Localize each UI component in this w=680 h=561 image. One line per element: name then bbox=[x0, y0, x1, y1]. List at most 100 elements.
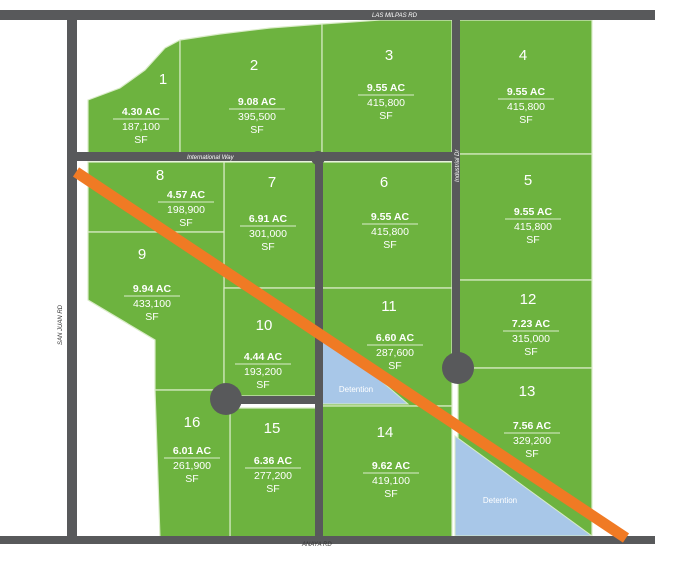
lot-square-feet: 277,200 bbox=[254, 470, 292, 482]
lot-unit: SF bbox=[379, 110, 392, 122]
lot-unit: SF bbox=[256, 379, 269, 391]
road-label-anaya: ANAYA RD bbox=[301, 542, 332, 548]
international-way bbox=[77, 152, 458, 161]
lot-acres: 4.44 AC bbox=[244, 351, 283, 363]
road-label-san-juan: SAN JUAN RD bbox=[58, 304, 64, 345]
lot-square-feet: 419,100 bbox=[372, 475, 410, 487]
lot-number: 12 bbox=[520, 291, 537, 308]
lot-acres: 9.55 AC bbox=[507, 86, 546, 98]
lot-acres: 9.62 AC bbox=[372, 460, 411, 472]
lot-square-feet: 415,800 bbox=[371, 226, 409, 238]
lot-parcel-16[interactable] bbox=[154, 389, 231, 539]
lot-unit: SF bbox=[524, 346, 537, 358]
lot-square-feet: 198,900 bbox=[167, 204, 205, 216]
lot-square-feet: 261,900 bbox=[173, 460, 211, 472]
lot-unit: SF bbox=[388, 360, 401, 372]
lot-unit: SF bbox=[519, 114, 532, 126]
lot-number: 9 bbox=[138, 246, 146, 263]
lot-square-feet: 415,800 bbox=[514, 221, 552, 233]
lot-square-feet: 287,600 bbox=[376, 347, 414, 359]
lot-acres: 6.01 AC bbox=[173, 445, 212, 457]
interior-road-vertical bbox=[315, 158, 323, 538]
lot-acres: 9.55 AC bbox=[371, 211, 410, 223]
lot-number: 5 bbox=[524, 172, 532, 189]
road-junction bbox=[311, 151, 325, 165]
road-label-las-milpas: LAS MILPAS RD bbox=[372, 13, 418, 19]
lot-unit: SF bbox=[185, 473, 198, 485]
lot-acres: 7.56 AC bbox=[513, 420, 552, 432]
lot-square-feet: 415,800 bbox=[507, 101, 545, 113]
lot-number: 16 bbox=[184, 414, 201, 431]
lot-acres: 4.57 AC bbox=[167, 189, 206, 201]
san-juan-rd bbox=[67, 18, 77, 538]
lot-acres: 6.36 AC bbox=[254, 455, 293, 467]
lot-parcels bbox=[87, 19, 593, 539]
anaya-rd bbox=[0, 536, 655, 544]
lot-acres: 4.30 AC bbox=[122, 106, 161, 118]
lot-acres: 9.55 AC bbox=[367, 82, 406, 94]
detention-label-north: Detention bbox=[339, 385, 373, 394]
lot-unit: SF bbox=[266, 483, 279, 495]
las-milpas-rd bbox=[0, 10, 655, 20]
lot-acres: 6.60 AC bbox=[376, 332, 415, 344]
lot-acres: 9.08 AC bbox=[238, 96, 277, 108]
lot-unit: SF bbox=[261, 241, 274, 253]
lot-unit: SF bbox=[250, 124, 263, 136]
lot-unit: SF bbox=[134, 134, 147, 146]
lot-number: 10 bbox=[256, 317, 273, 334]
cul-de-sac-east bbox=[442, 352, 474, 384]
lot-number: 8 bbox=[156, 167, 164, 184]
lot-unit: SF bbox=[526, 234, 539, 246]
lot-number: 7 bbox=[268, 174, 276, 191]
road-label-international: International Way bbox=[187, 155, 235, 161]
lot-parcel-2[interactable] bbox=[179, 23, 323, 159]
lot-unit: SF bbox=[383, 239, 396, 251]
lot-number: 11 bbox=[381, 298, 397, 315]
lot-square-feet: 395,500 bbox=[238, 111, 276, 123]
lot-unit: SF bbox=[384, 488, 397, 500]
lot-unit: SF bbox=[145, 311, 158, 323]
lot-acres: 9.94 AC bbox=[133, 283, 172, 295]
lot-number: 3 bbox=[385, 47, 393, 64]
lot-number: 14 bbox=[377, 424, 394, 441]
roads bbox=[0, 10, 655, 544]
lot-square-feet: 329,200 bbox=[513, 435, 551, 447]
lot-acres: 7.23 AC bbox=[512, 318, 551, 330]
lot-unit: SF bbox=[179, 217, 192, 229]
lot-square-feet: 415,800 bbox=[367, 97, 405, 109]
lot-acres: 6.91 AC bbox=[249, 213, 288, 225]
cul-de-sac-west bbox=[210, 383, 242, 415]
lot-acres: 9.55 AC bbox=[514, 206, 553, 218]
lot-square-feet: 315,000 bbox=[512, 333, 550, 345]
lot-number: 4 bbox=[519, 47, 527, 64]
lot-square-feet: 193,200 bbox=[244, 366, 282, 378]
lot-number: 2 bbox=[250, 57, 258, 74]
lot-unit: SF bbox=[525, 448, 538, 460]
industrial-dr bbox=[452, 18, 460, 368]
interior-road-spur bbox=[224, 396, 318, 404]
lot-number: 15 bbox=[264, 420, 281, 437]
detention-label-south: Detention bbox=[483, 496, 517, 505]
lot-number: 1 bbox=[159, 71, 167, 88]
lot-square-feet: 187,100 bbox=[122, 121, 160, 133]
lot-square-feet: 433,100 bbox=[133, 298, 171, 310]
lot-number: 6 bbox=[380, 174, 388, 191]
